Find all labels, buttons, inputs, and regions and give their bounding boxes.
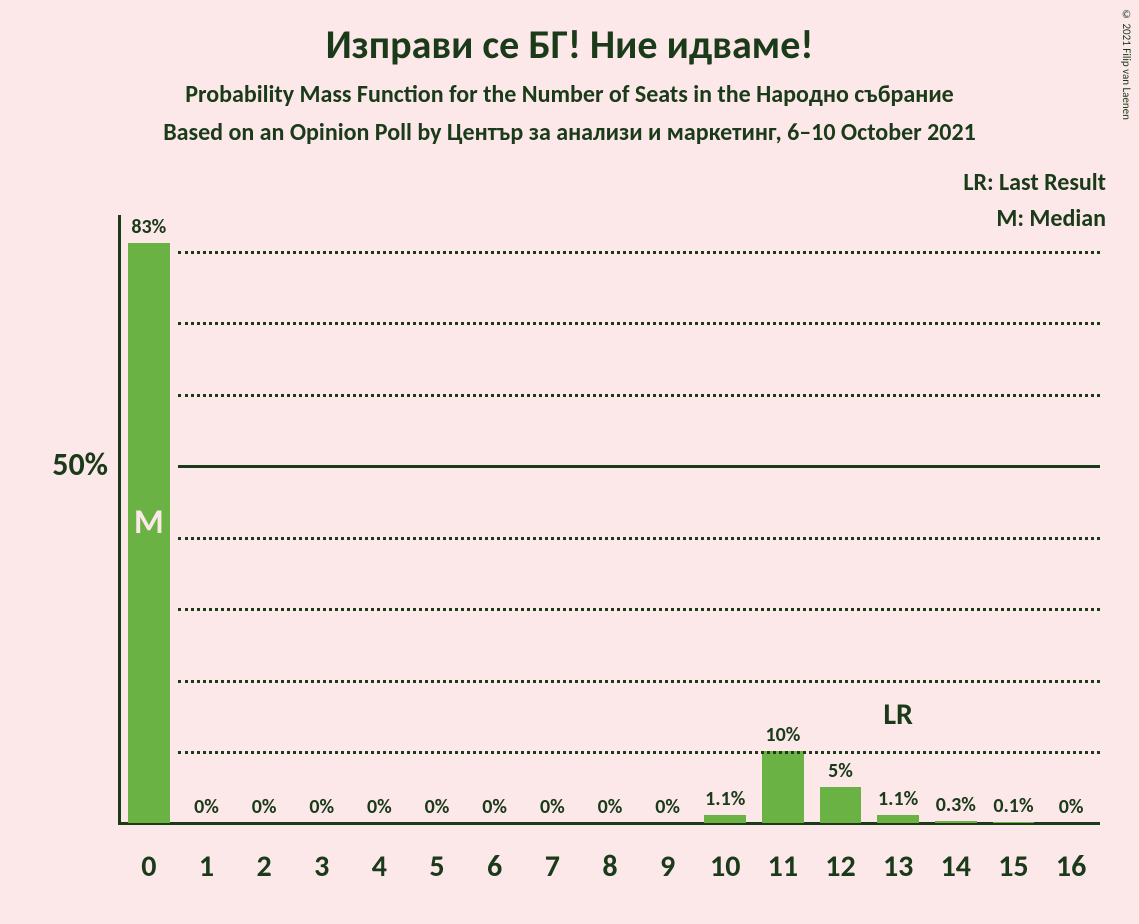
bar	[877, 815, 919, 823]
bar-value-label: 0%	[482, 795, 507, 819]
bar-slot: 0%	[408, 215, 466, 823]
bar-slot: 0%	[235, 215, 293, 823]
bar-value-label: 0%	[309, 795, 334, 819]
bar-slot: 0%	[293, 215, 351, 823]
bar	[704, 815, 746, 823]
legend-lr: LR: Last Result	[963, 168, 1106, 197]
bar-value-label: 0.1%	[993, 794, 1033, 818]
chart-subtitle-1: Probability Mass Function for the Number…	[0, 80, 1139, 109]
bar-slot: 0.3%	[927, 215, 985, 823]
bar	[762, 751, 804, 823]
gridline	[178, 608, 1100, 611]
bar	[820, 787, 862, 823]
bar-value-label: 0.3%	[936, 793, 976, 817]
x-tick-label: 14	[927, 848, 985, 885]
gridline	[178, 680, 1100, 683]
bar-value-label: 10%	[765, 723, 800, 747]
last-result-marker: LR	[883, 696, 913, 733]
bar-slot: 0%	[351, 215, 409, 823]
bar-value-label: 0%	[655, 795, 680, 819]
gridline	[178, 322, 1100, 325]
bar-slot: 1.1% LR	[869, 215, 927, 823]
x-tick-label: 4	[351, 848, 409, 885]
chart-subtitle-2: Based on an Opinion Poll by Център за ан…	[0, 118, 1139, 147]
x-tick-label: 10	[696, 848, 754, 885]
bar-slot: 5%	[812, 215, 870, 823]
plot-area: 83% M 0% 0% 0% 0% 0% 0% 0% 0% 0% 1.1% 10% 5% 1.1% LR 0.3…	[120, 215, 1100, 823]
gridline	[178, 251, 1100, 254]
bar-slot: 10%	[754, 215, 812, 823]
bar-slot: 0%	[581, 215, 639, 823]
bar-slot: 0%	[178, 215, 236, 823]
bar-slot: 0%	[466, 215, 524, 823]
x-tick-label: 1	[178, 848, 236, 885]
bar-slot: 83% M	[120, 215, 178, 823]
bar-value-label: 0%	[540, 795, 565, 819]
gridline	[178, 537, 1100, 540]
bar-value-label: 83%	[131, 215, 166, 239]
chart-title: Изправи се БГ! Ние идваме!	[0, 20, 1139, 69]
bar-slot: 0%	[1042, 215, 1100, 823]
x-tick-label: 13	[869, 848, 927, 885]
x-tick-label: 15	[985, 848, 1043, 885]
median-marker: M	[134, 502, 164, 543]
bar-value-label: 0%	[194, 795, 219, 819]
x-tick-label: 7	[523, 848, 581, 885]
x-tick-label: 16	[1042, 848, 1100, 885]
x-tick-label: 3	[293, 848, 351, 885]
x-tick-label: 8	[581, 848, 639, 885]
x-tick-label: 5	[408, 848, 466, 885]
x-tick-label: 2	[235, 848, 293, 885]
x-tick-label: 12	[812, 848, 870, 885]
x-tick-label: 6	[466, 848, 524, 885]
x-tick-label: 11	[754, 848, 812, 885]
gridline	[178, 394, 1100, 397]
bar-value-label: 0%	[252, 795, 277, 819]
x-tick-label: 9	[639, 848, 697, 885]
bar-value-label: 1.1%	[705, 787, 745, 811]
bar-value-label: 5%	[828, 759, 853, 783]
bar-slot: 0%	[639, 215, 697, 823]
bar-value-label: 0%	[1059, 795, 1084, 819]
x-ticks: 012345678910111213141516	[120, 848, 1100, 885]
x-tick-label: 0	[120, 848, 178, 885]
bar-value-label: 0%	[367, 795, 392, 819]
bar-slot: 0.1%	[985, 215, 1043, 823]
bar-value-label: 0%	[425, 795, 450, 819]
bar	[993, 822, 1035, 823]
bar	[935, 821, 977, 823]
bar-slot: 0%	[523, 215, 581, 823]
bar: M	[128, 243, 170, 823]
bars-container: 83% M 0% 0% 0% 0% 0% 0% 0% 0% 0% 1.1% 10% 5% 1.1% LR 0.3…	[120, 215, 1100, 823]
gridline	[178, 751, 1100, 754]
y-axis-label: 50%	[0, 445, 108, 484]
bar-value-label: 1.1%	[878, 787, 918, 811]
gridline-solid	[178, 465, 1100, 468]
bar-value-label: 0%	[598, 795, 623, 819]
bar-slot: 1.1%	[696, 215, 754, 823]
